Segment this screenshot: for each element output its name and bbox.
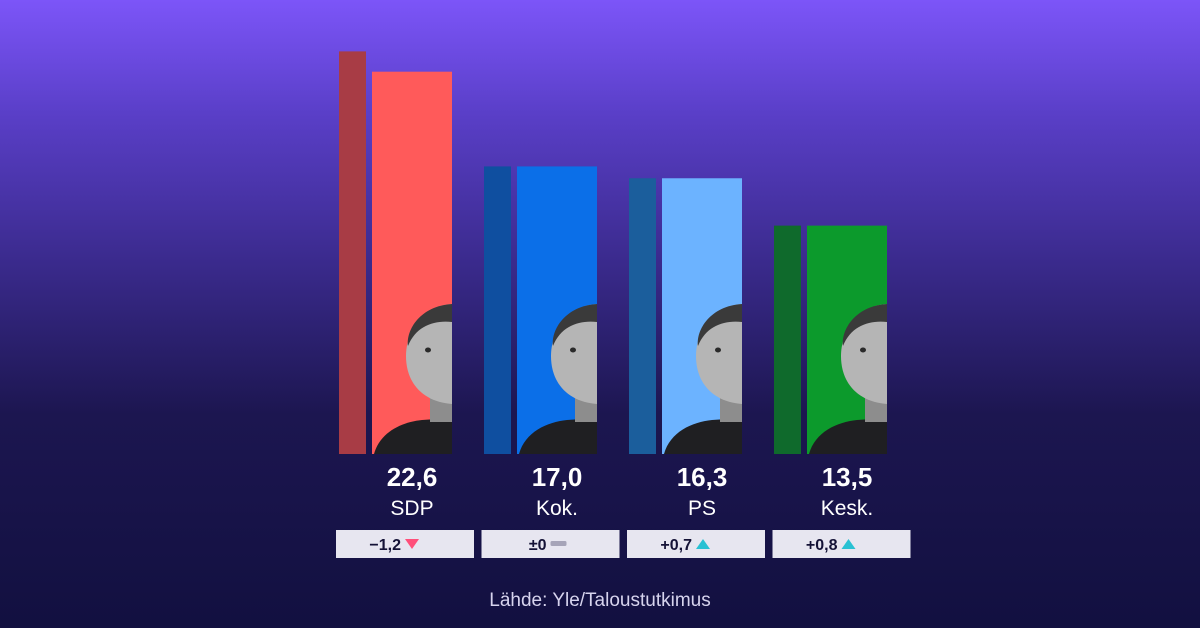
- bar-previous-0: [339, 51, 366, 455]
- value-label-0: 22,6: [387, 462, 438, 492]
- category-label-3: Kesk.: [821, 497, 874, 520]
- bar-previous-2: [629, 178, 656, 454]
- value-label-3: 13,5: [822, 462, 873, 492]
- trend-flat-icon-1: [550, 541, 567, 546]
- category-label-2: PS: [688, 497, 716, 520]
- change-box-2: [627, 530, 765, 558]
- trend-up-icon-3: [841, 539, 856, 549]
- bar-group-1: 17,0 Kok. ±0: [481, 166, 620, 558]
- change-label-1: ±0: [529, 537, 547, 554]
- source-label: Lähde: Yle/Taloustutkimus: [489, 590, 711, 611]
- bar-group-3: 13,5 Kesk. +0,8: [772, 225, 911, 558]
- bar-group-0: 22,6 SDP −1,2: [336, 51, 474, 558]
- bar-previous-1: [484, 166, 511, 454]
- portrait-icon-3: [809, 304, 887, 454]
- change-box-3: [772, 530, 911, 558]
- value-label-2: 16,3: [677, 462, 728, 492]
- trend-down-icon-0: [405, 539, 419, 549]
- value-label-1: 17,0: [532, 462, 583, 492]
- bar-previous-3: [774, 225, 801, 454]
- portrait-icon-0: [374, 304, 452, 454]
- bar-group-2: 16,3 PS +0,7: [627, 178, 765, 558]
- trend-up-icon-2: [696, 539, 710, 549]
- category-label-1: Kok.: [536, 497, 578, 520]
- change-label-0: −1,2: [369, 537, 401, 554]
- portrait-icon-1: [519, 304, 597, 454]
- change-label-3: +0,8: [806, 537, 838, 554]
- portrait-icon-2: [664, 304, 742, 454]
- change-label-2: +0,7: [660, 537, 692, 554]
- change-box-0: [336, 530, 474, 558]
- category-label-0: SDP: [390, 497, 433, 520]
